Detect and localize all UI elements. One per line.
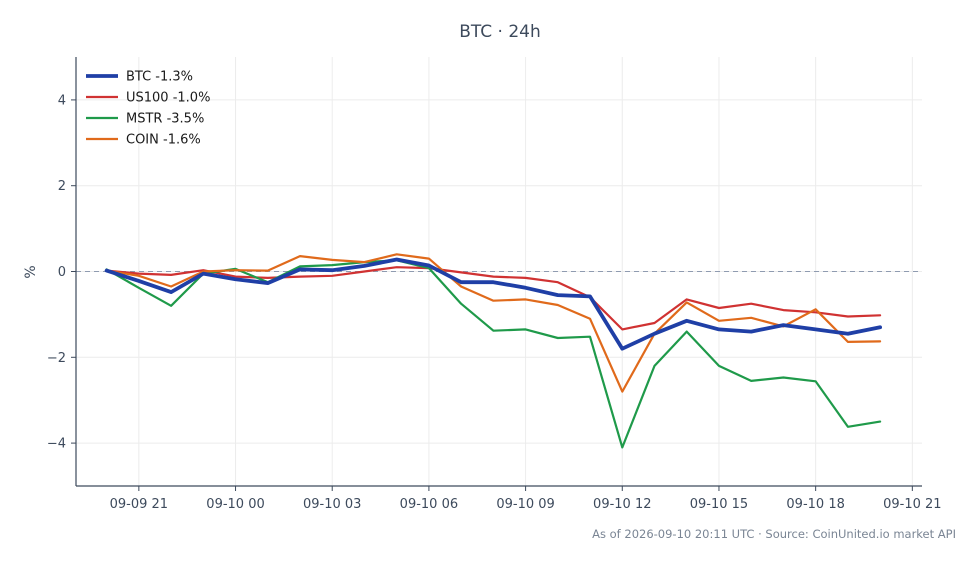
legend-label: MSTR -3.5% [126, 112, 204, 127]
legend-label: BTC -1.3% [126, 70, 193, 85]
x-tick-label: 09-10 12 [593, 497, 651, 512]
legend: BTC -1.3% US100 -1.0% MSTR -3.5% COIN -1.6% [86, 70, 210, 148]
y-tick-label: −2 [47, 351, 66, 366]
axes [71, 57, 922, 491]
x-tick-label: 09-10 21 [883, 497, 941, 512]
x-tick-label: 09-09 21 [110, 497, 168, 512]
series-lines [104, 253, 882, 449]
y-tick-label: 2 [58, 179, 66, 194]
x-tick-label: 09-10 00 [206, 497, 264, 512]
series-line-2 [105, 259, 882, 449]
x-tick-label: 09-10 15 [690, 497, 748, 512]
chart-title: BTC · 24h [459, 22, 541, 42]
x-tick-label: 09-10 09 [496, 497, 554, 512]
tick-labels: −4 −2 0 2 4 09-09 21 09-10 00 09-10 03 09-10 06 0… [47, 93, 942, 512]
y-tick-label: 0 [58, 265, 66, 280]
series-line-0 [104, 257, 882, 351]
legend-label: US100 -1.0% [126, 91, 210, 106]
y-tick-label: −4 [47, 437, 66, 452]
y-axis-label: % [23, 265, 39, 278]
x-tick-label: 09-10 03 [303, 497, 361, 512]
series-line-1 [105, 266, 882, 331]
series-line-3 [105, 253, 882, 393]
x-tick-label: 09-10 18 [786, 497, 844, 512]
source-note: As of 2026-09-10 20:11 UTC · Source: Coi… [592, 527, 956, 541]
y-tick-label: 4 [58, 93, 66, 108]
x-tick-label: 09-10 06 [400, 497, 458, 512]
legend-label: COIN -1.6% [126, 133, 201, 148]
